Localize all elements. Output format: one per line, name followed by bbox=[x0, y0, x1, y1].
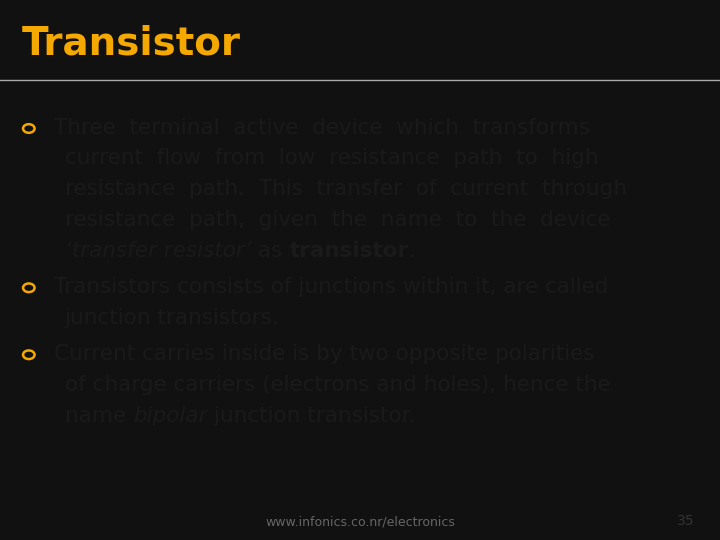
Text: 35: 35 bbox=[678, 514, 695, 528]
Text: bipolar: bipolar bbox=[132, 406, 207, 426]
Text: junction transistor.: junction transistor. bbox=[207, 406, 415, 426]
Text: Transistors consists of junctions within it, are called: Transistors consists of junctions within… bbox=[54, 277, 608, 297]
Text: Current carries inside is by two opposite polarities: Current carries inside is by two opposit… bbox=[54, 344, 595, 364]
Text: transistor: transistor bbox=[289, 241, 409, 261]
Text: current  flow  from  low  resistance  path  to  high: current flow from low resistance path to… bbox=[65, 148, 598, 168]
Text: name: name bbox=[65, 406, 132, 426]
Text: resistance  path,  given  the  name  to  the  device: resistance path, given the name to the d… bbox=[65, 210, 610, 230]
Text: junction transistors.: junction transistors. bbox=[65, 308, 279, 328]
Text: resistance  path.  This  transfer  of  current  through: resistance path. This transfer of curren… bbox=[65, 179, 627, 199]
Text: as: as bbox=[251, 241, 289, 261]
Text: .: . bbox=[409, 241, 415, 261]
Text: Transistor: Transistor bbox=[22, 25, 240, 63]
Text: www.infonics.co.nr/electronics: www.infonics.co.nr/electronics bbox=[265, 515, 455, 528]
Text: Three  terminal  active  device  which  transforms: Three terminal active device which trans… bbox=[54, 118, 590, 138]
Text: ‘transfer resistor’: ‘transfer resistor’ bbox=[65, 241, 251, 261]
Text: of charge carriers (electrons and holes), hence the: of charge carriers (electrons and holes)… bbox=[65, 375, 611, 395]
